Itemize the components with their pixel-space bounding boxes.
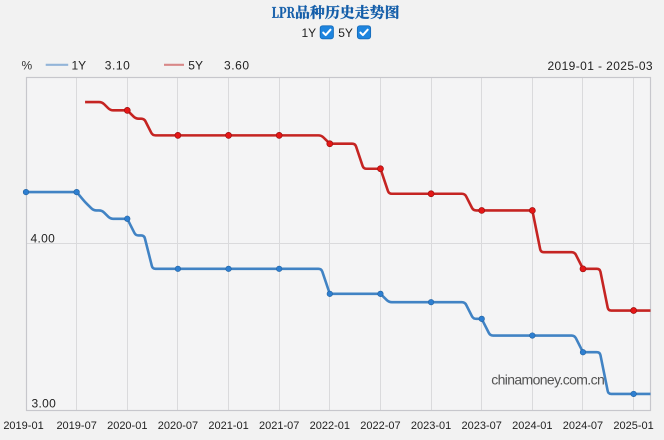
svg-text:chinamoney.com.cn: chinamoney.com.cn — [491, 372, 604, 388]
svg-text:3.10: 3.10 — [105, 59, 131, 73]
svg-text:2024-07: 2024-07 — [563, 420, 603, 432]
svg-text:2022-07: 2022-07 — [360, 420, 400, 432]
svg-text:5Y: 5Y — [188, 59, 203, 73]
svg-text:2021-07: 2021-07 — [259, 420, 299, 432]
svg-text:1Y: 1Y — [72, 59, 87, 73]
svg-text:3.60: 3.60 — [224, 59, 250, 73]
svg-text:2019-07: 2019-07 — [56, 420, 96, 432]
svg-text:1Y: 1Y — [302, 26, 317, 40]
svg-text:2020-07: 2020-07 — [158, 420, 198, 432]
svg-text:2024-01: 2024-01 — [512, 420, 552, 432]
svg-text:4.00: 4.00 — [31, 232, 56, 246]
svg-text:3.00: 3.00 — [32, 397, 57, 411]
svg-text:2023-01: 2023-01 — [411, 420, 451, 432]
svg-text:2019-01 - 2025-03: 2019-01 - 2025-03 — [547, 59, 653, 73]
svg-text:%: % — [22, 59, 33, 73]
svg-text:2022-01: 2022-01 — [310, 420, 350, 432]
svg-text:2020-01: 2020-01 — [107, 420, 147, 432]
svg-text:2025-01: 2025-01 — [613, 420, 653, 432]
svg-text:2019-01: 2019-01 — [3, 420, 43, 432]
svg-text:2021-01: 2021-01 — [208, 420, 248, 432]
svg-text:2023-07: 2023-07 — [462, 420, 502, 432]
svg-text:5Y: 5Y — [338, 26, 353, 40]
